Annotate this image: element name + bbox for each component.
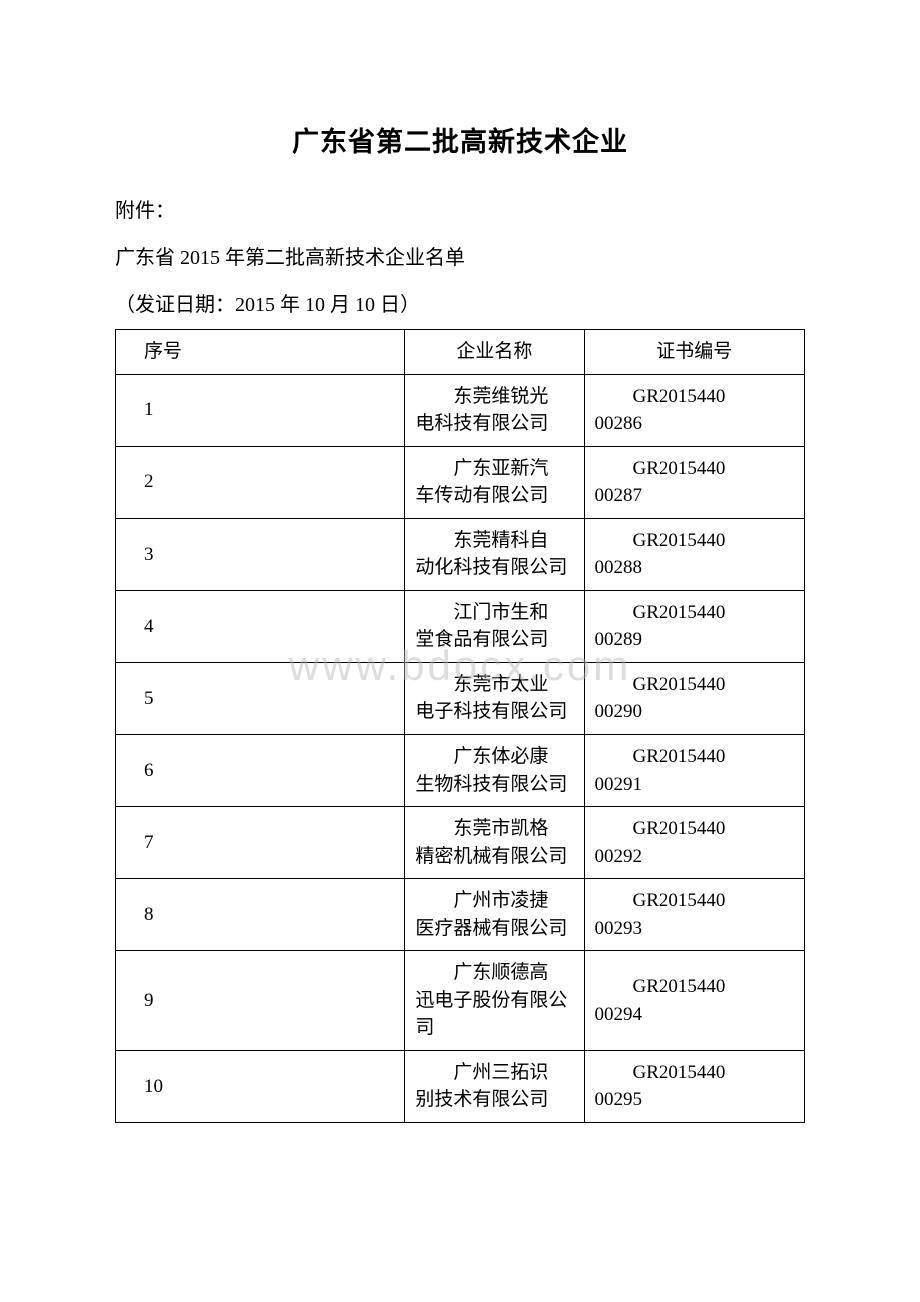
cell-seq: 7 <box>116 807 405 879</box>
cell-certificate: GR201544000290 <box>584 662 805 734</box>
table-row: 6广东体必康生物科技有限公司GR201544000291 <box>116 735 805 807</box>
table-row: 10广州三拓识别技术有限公司GR201544000295 <box>116 1050 805 1122</box>
document-title: 广东省第二批高新技术企业 <box>115 120 805 159</box>
enterprise-table: 序号 企业名称 证书编号 1东莞维锐光电科技有限公司GR201544000286… <box>115 329 805 1123</box>
table-row: 5东莞市太业电子科技有限公司GR201544000290 <box>116 662 805 734</box>
table-row: 8广州市凌捷医疗器械有限公司GR201544000293 <box>116 879 805 951</box>
header-name: 企业名称 <box>405 330 584 375</box>
cell-company-name: 东莞市凯格精密机械有限公司 <box>405 807 584 879</box>
cell-seq: 10 <box>116 1050 405 1122</box>
issue-date: （发证日期：2015 年 10 月 10 日） <box>115 288 805 317</box>
table-row: 9广东顺德高迅电子股份有限公司GR201544000294 <box>116 951 805 1051</box>
cell-seq: 2 <box>116 446 405 518</box>
table-row: 4江门市生和堂食品有限公司GR201544000289 <box>116 590 805 662</box>
cell-certificate: GR201544000293 <box>584 879 805 951</box>
cell-company-name: 东莞市太业电子科技有限公司 <box>405 662 584 734</box>
cell-seq: 1 <box>116 374 405 446</box>
table-row: 7东莞市凯格精密机械有限公司GR201544000292 <box>116 807 805 879</box>
cell-seq: 6 <box>116 735 405 807</box>
cell-company-name: 广东体必康生物科技有限公司 <box>405 735 584 807</box>
document-subtitle: 广东省 2015 年第二批高新技术企业名单 <box>115 241 805 270</box>
cell-certificate: GR201544000289 <box>584 590 805 662</box>
table-row: 3东莞精科自动化科技有限公司GR201544000288 <box>116 518 805 590</box>
cell-certificate: GR201544000288 <box>584 518 805 590</box>
table-row: 2广东亚新汽车传动有限公司GR201544000287 <box>116 446 805 518</box>
table-row: 1东莞维锐光电科技有限公司GR201544000286 <box>116 374 805 446</box>
header-cert: 证书编号 <box>584 330 805 375</box>
cell-certificate: GR201544000292 <box>584 807 805 879</box>
cell-company-name: 广州市凌捷医疗器械有限公司 <box>405 879 584 951</box>
cell-certificate: GR201544000287 <box>584 446 805 518</box>
cell-company-name: 广东顺德高迅电子股份有限公司 <box>405 951 584 1051</box>
attachment-label: 附件： <box>115 194 805 223</box>
cell-certificate: GR201544000294 <box>584 951 805 1051</box>
cell-seq: 3 <box>116 518 405 590</box>
cell-seq: 9 <box>116 951 405 1051</box>
header-seq: 序号 <box>116 330 405 375</box>
cell-certificate: GR201544000291 <box>584 735 805 807</box>
cell-company-name: 东莞精科自动化科技有限公司 <box>405 518 584 590</box>
table-header-row: 序号 企业名称 证书编号 <box>116 330 805 375</box>
cell-seq: 5 <box>116 662 405 734</box>
cell-seq: 4 <box>116 590 405 662</box>
cell-company-name: 广东亚新汽车传动有限公司 <box>405 446 584 518</box>
cell-seq: 8 <box>116 879 405 951</box>
cell-company-name: 江门市生和堂食品有限公司 <box>405 590 584 662</box>
cell-certificate: GR201544000286 <box>584 374 805 446</box>
cell-certificate: GR201544000295 <box>584 1050 805 1122</box>
cell-company-name: 广州三拓识别技术有限公司 <box>405 1050 584 1122</box>
cell-company-name: 东莞维锐光电科技有限公司 <box>405 374 584 446</box>
